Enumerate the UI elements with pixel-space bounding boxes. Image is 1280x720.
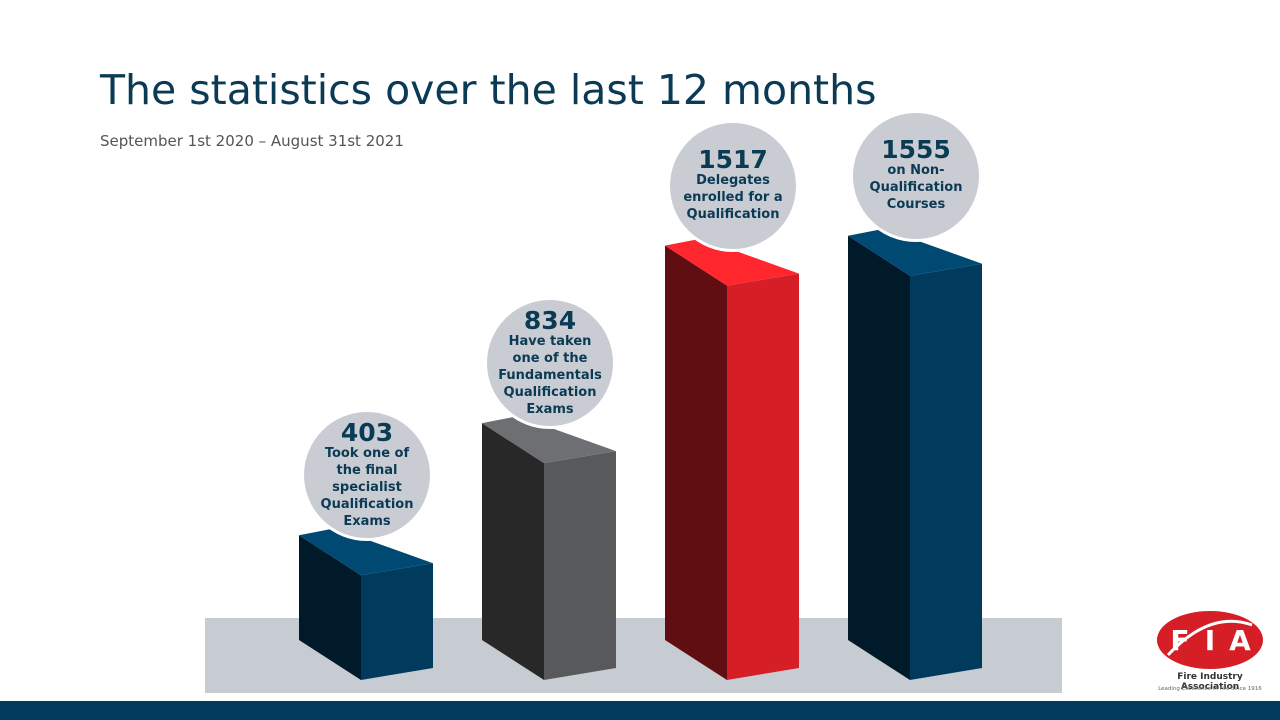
logo-letter: I — [1205, 624, 1215, 657]
logo-letter: F — [1170, 624, 1189, 657]
value-label: 403 — [340, 417, 394, 447]
bar-side — [482, 423, 544, 680]
bar-side — [665, 245, 727, 680]
bar-front — [727, 273, 799, 680]
bar-side — [299, 535, 361, 680]
logo-letter: A — [1229, 624, 1251, 657]
value-label: 834 — [523, 305, 577, 335]
value-bubble: 403 Took one of the final specialist Qual… — [301, 409, 433, 542]
logo-name: Fire Industry Association — [1177, 672, 1243, 692]
bar-top — [665, 238, 799, 286]
bar-front — [910, 263, 982, 680]
value-label: 1555 — [881, 135, 951, 165]
bar-front — [361, 563, 433, 680]
logo-tagline: Leading Excellence in Fire Since 1916 — [1158, 686, 1262, 692]
category-label: Have taken one of the Fundamentals Quali… — [498, 334, 602, 417]
category-label: Delegates enrolled for a Qualification — [683, 173, 783, 223]
bar — [665, 238, 799, 680]
footer-band — [0, 701, 1280, 720]
bar-side — [848, 235, 910, 680]
bars — [299, 228, 982, 680]
category-label: Took one of the final specialist Qualifi… — [320, 446, 414, 529]
logo-badge — [1157, 611, 1263, 669]
category-label: on Non-Qualification Courses — [869, 163, 963, 213]
value-label: 1517 — [698, 145, 768, 175]
bar — [482, 416, 616, 680]
subtitle: September 1st 2020 – August 31st 2021 — [100, 132, 404, 150]
bar-top — [482, 416, 616, 464]
bar — [848, 228, 982, 680]
bar-top — [299, 528, 433, 576]
value-bubble: 1555 on Non-Qualification Courses — [850, 109, 982, 242]
value-bubble: 834 Have taken one of the Fundamentals Qu… — [484, 297, 616, 430]
bar-front — [544, 451, 616, 680]
logo-swoosh — [1166, 619, 1253, 657]
title: The statistics over the last 12 months — [100, 66, 877, 114]
bar — [299, 528, 433, 680]
bar-top — [848, 228, 982, 276]
value-bubble: 1517 Delegates enrolled for a Qualificati… — [667, 119, 799, 252]
